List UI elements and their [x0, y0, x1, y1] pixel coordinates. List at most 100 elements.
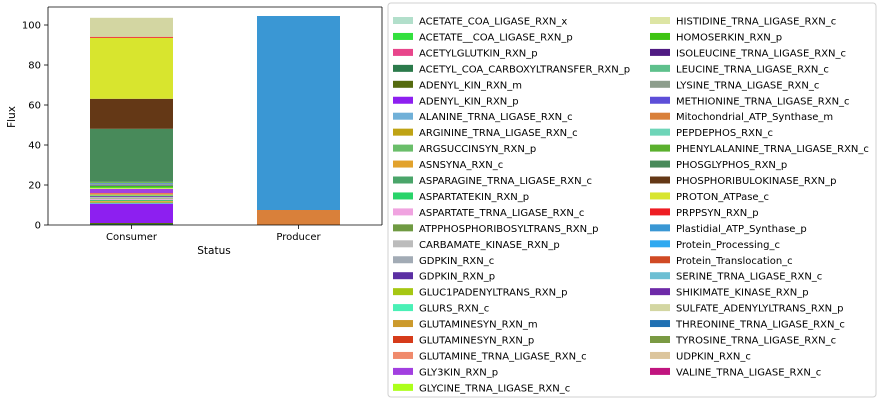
- legend-label: PHOSGLYPHOS_RXN_p: [676, 160, 787, 171]
- legend-swatch: [393, 32, 413, 40]
- x-tick-label-consumer: Consumer: [106, 232, 158, 243]
- legend-swatch: [393, 351, 413, 359]
- bar-segment-consumer-glycine-trna-ligase-rxn-c: [90, 188, 173, 189]
- y-axis-label: Flux: [6, 106, 18, 128]
- bar-segment-producer-plastidial-atp-synthase-p: [257, 16, 340, 210]
- legend-item-gdpkin-rxn-p: GDPKIN_RXN_p: [393, 272, 495, 283]
- legend-item-plastidial-atp-synthase-p: Plastidial_ATP_Synthase_p: [650, 224, 807, 235]
- legend-item-histidine-trna-ligase-rxn-c: HISTIDINE_TRNA_LIGASE_RXN_c: [650, 17, 836, 28]
- bar-segment-consumer-sulfate-adenylyltrans-rxn-p: [90, 17, 173, 37]
- legend-item-acetylglutkin-rxn-p: ACETYLGLUTKIN_RXN_p: [393, 48, 538, 59]
- legend-item-argsuccinsyn-rxn-p: ARGSUCCINSYN_RXN_p: [393, 144, 536, 155]
- legend-swatch: [650, 160, 670, 168]
- legend-item-proton-atpase-c: PROTON_ATPase_c: [650, 192, 769, 203]
- y-tick-label-60: 60: [28, 101, 41, 112]
- legend-label: METHIONINE_TRNA_LIGASE_RXN_c: [676, 96, 850, 107]
- legend-swatch: [650, 128, 670, 136]
- x-tick-label-producer: Producer: [276, 232, 321, 243]
- bar-segment-consumer-gdpkin-rxn-p: [90, 196, 173, 197]
- legend-label: Mitochondrial_ATP_Synthase_m: [676, 112, 833, 123]
- bar-segment-consumer-methionine-trna-ligase-rxn-c: [90, 183, 173, 184]
- legend-swatch: [650, 32, 670, 40]
- legend-swatch: [650, 224, 670, 232]
- y-tick-label-0: 0: [35, 221, 41, 232]
- legend-swatch: [393, 192, 413, 200]
- legend-label: VALINE_TRNA_LIGASE_RXN_c: [676, 367, 821, 378]
- legend-swatch: [393, 176, 413, 184]
- legend-swatch: [650, 17, 670, 24]
- legend-item-alanine-trna-ligase-rxn-c: ALANINE_TRNA_LIGASE_RXN_c: [393, 112, 573, 123]
- bar-segment-consumer-asparagine-trna-ligase-rxn-c: [90, 200, 173, 201]
- legend-label: ARGININE_TRNA_LIGASE_RXN_c: [419, 128, 578, 139]
- x-axis-label: Status: [197, 245, 230, 257]
- legend-label: ASPARTATE_TRNA_LIGASE_RXN_c: [419, 208, 584, 219]
- legend-label: GLUTAMINESYN_RXN_p: [419, 336, 534, 347]
- bar-segment-consumer-pepdephos-rxn-c: [90, 182, 173, 184]
- bar-segment-consumer-adenyl-kin-rxn-p: [90, 204, 173, 223]
- legend-item-valine-trna-ligase-rxn-c: VALINE_TRNA_LIGASE_RXN_c: [650, 367, 821, 378]
- legend-label: SHIKIMATE_KINASE_RXN_p: [676, 288, 809, 299]
- legend-swatch: [650, 112, 670, 120]
- legend-swatch: [393, 288, 413, 296]
- legend-item-threonine-trna-ligase-rxn-c: THREONINE_TRNA_LIGASE_RXN_c: [650, 320, 845, 331]
- legend-swatch: [393, 256, 413, 264]
- legend-item-glurs-rxn-c: GLURS_RXN_c: [393, 304, 489, 315]
- legend-swatch: [650, 176, 670, 184]
- legend-item-lysine-trna-ligase-rxn-c: LYSINE_TRNA_LIGASE_RXN_c: [650, 80, 819, 91]
- bar-segment-consumer-prppsyn-rxn-p: [90, 36, 173, 38]
- legend-label: PRPPSYN_RXN_p: [676, 208, 759, 219]
- y-tick-label-40: 40: [28, 141, 41, 152]
- legend-item-isoleucine-trna-ligase-rxn-c: ISOLEUCINE_TRNA_LIGASE_RXN_c: [650, 48, 846, 59]
- legend-swatch: [650, 96, 670, 104]
- legend-item-glutaminesyn-rxn-p: GLUTAMINESYN_RXN_p: [393, 336, 534, 347]
- legend-swatch: [650, 272, 670, 280]
- legend-label: GDPKIN_RXN_p: [419, 272, 495, 283]
- legend-swatch: [650, 64, 670, 72]
- legend-swatch: [650, 144, 670, 152]
- legend-item-methionine-trna-ligase-rxn-c: METHIONINE_TRNA_LIGASE_RXN_c: [650, 96, 850, 107]
- legend-item-arginine-trna-ligase-rxn-c: ARGININE_TRNA_LIGASE_RXN_c: [393, 128, 578, 139]
- legend-swatch: [650, 208, 670, 216]
- legend-label: PROTON_ATPase_c: [676, 192, 769, 203]
- legend-item-glutaminesyn-rxn-m: GLUTAMINESYN_RXN_m: [393, 320, 538, 331]
- legend-label: ASPARTATEKIN_RXN_p: [419, 192, 529, 203]
- legend-swatch: [650, 367, 670, 375]
- bar-segment-consumer-gdpkin-rxn-c: [90, 196, 173, 198]
- bar-segment-consumer-argsuccinsyn-rxn-p: [90, 201, 173, 203]
- legend-item-phosphoribulokinase-rxn-p: PHOSPHORIBULOKINASE_RXN_p: [650, 176, 836, 187]
- legend-label: GLYCINE_TRNA_LIGASE_RXN_c: [419, 383, 570, 394]
- legend-swatch: [393, 224, 413, 232]
- legend-label: ACETATE_COA_LIGASE_RXN_x: [419, 17, 567, 28]
- legend-item-adenyl-kin-rxn-m: ADENYL_KIN_RXN_m: [393, 80, 522, 91]
- legend-item-aspartate-trna-ligase-rxn-c: ASPARTATE_TRNA_LIGASE_RXN_c: [393, 208, 584, 219]
- legend-label: HISTIDINE_TRNA_LIGASE_RXN_c: [676, 17, 836, 28]
- bar-segment-consumer-alanine-trna-ligase-rxn-c: [90, 203, 173, 204]
- legend-swatch: [650, 48, 670, 56]
- legend-swatch: [393, 367, 413, 375]
- legend-label: ADENYL_KIN_RXN_p: [419, 96, 519, 107]
- legend-item-prppsyn-rxn-p: PRPPSYN_RXN_p: [650, 208, 759, 219]
- legend-swatch: [650, 304, 670, 312]
- bar-segment-consumer-phosphoribulokinase-rxn-p: [90, 98, 173, 129]
- legend-item-udpkin-rxn-c: UDPKIN_RXN_c: [650, 351, 751, 362]
- bar-segment-consumer-leucine-trna-ligase-rxn-c: [90, 184, 173, 186]
- legend-item-phenylalanine-trna-ligase-rxn-c: PHENYLALANINE_TRNA_LIGASE_RXN_c: [650, 144, 869, 155]
- legend-label: HOMOSERKIN_RXN_p: [676, 32, 782, 43]
- legend-label: GLY3KIN_RXN_p: [419, 367, 498, 378]
- legend-item-acetyl-coa-carboxyltransfer-rxn-p: ACETYL_COA_CARBOXYLTRANSFER_RXN_p: [393, 64, 630, 75]
- bar-segment-consumer-isoleucine-trna-ligase-rxn-c: [90, 185, 173, 186]
- legend-item-protein-processing-c: Protein_Processing_c: [650, 240, 780, 251]
- legend-swatch: [650, 351, 670, 359]
- legend-label: ACETYL_COA_CARBOXYLTRANSFER_RXN_p: [419, 64, 630, 75]
- legend-swatch: [393, 160, 413, 168]
- legend-swatch: [393, 80, 413, 88]
- bars-layer: [90, 16, 340, 225]
- legend-label: ADENYL_KIN_RXN_m: [419, 80, 522, 91]
- legend-label: ATPPHOSPHORIBOSYLTRANS_RXN_p: [419, 224, 598, 235]
- bar-segment-consumer-aspartatekin-rxn-p: [90, 199, 173, 201]
- legend-label: PHOSPHORIBULOKINASE_RXN_p: [676, 176, 836, 187]
- legend-label: UDPKIN_RXN_c: [676, 351, 751, 362]
- legend-item-aspartatekin-rxn-p: ASPARTATEKIN_RXN_p: [393, 192, 529, 203]
- bar-segment-consumer-acetyl-coa-carboxyltransfer-rxn-p: [90, 224, 173, 225]
